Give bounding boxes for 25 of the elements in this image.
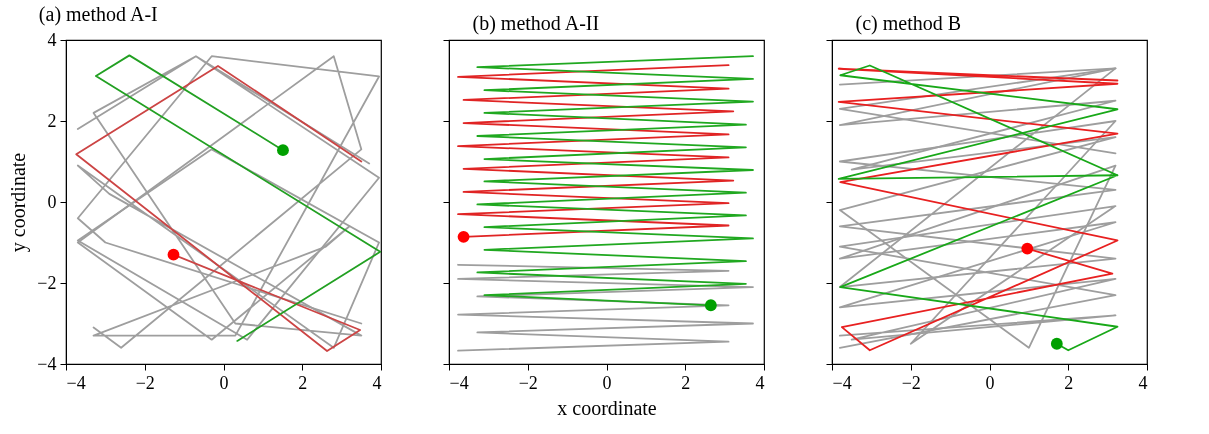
y-tick-label: 2 [47,110,57,131]
x-tick-label: 2 [1064,372,1074,393]
y-tick-label: −2 [37,272,57,293]
x-tick-label: −4 [832,372,852,393]
x-tick-label: −2 [135,372,155,393]
chart-title: (c) method B [855,11,962,35]
x-tick-label: −2 [518,372,538,393]
x-tick-label: 4 [755,372,765,393]
x-tick-label: 4 [372,372,382,393]
x-tick-label: −2 [901,372,921,393]
x-tick-label: 2 [681,372,691,393]
chart-title: (b) method A-II [472,11,600,35]
y-tick-label: 4 [47,29,57,50]
x-tick-label: 2 [298,372,308,393]
x-tick-label: 0 [219,372,229,393]
chart-title: (a) method A-I [38,3,158,26]
y-tick-label: 0 [47,191,57,212]
x-tick-label: 4 [1138,372,1148,393]
x-tick-label: −4 [449,372,469,393]
y-tick-label: −4 [37,353,57,374]
y-axis-title: y coordinate [7,152,31,253]
x-axis-title: x coordinate [557,396,657,419]
x-tick-label: 0 [985,372,995,393]
x-tick-label: −4 [66,372,86,393]
x-tick-label: 0 [602,372,612,393]
